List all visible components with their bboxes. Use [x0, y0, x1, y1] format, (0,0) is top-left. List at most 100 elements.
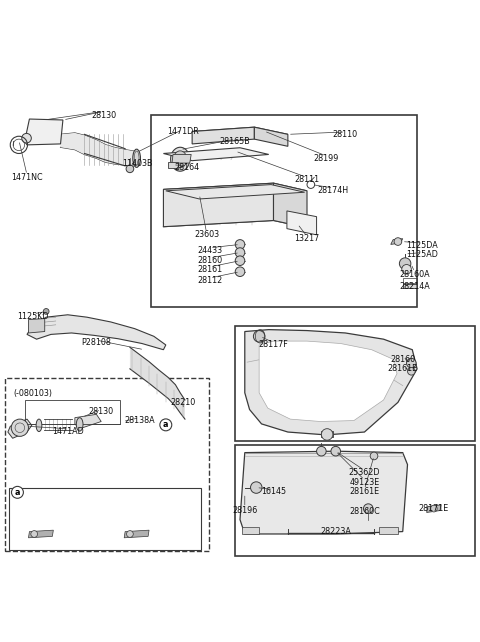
Circle shape	[370, 452, 378, 460]
Circle shape	[431, 505, 437, 512]
Polygon shape	[24, 119, 63, 145]
Circle shape	[127, 531, 133, 537]
Circle shape	[126, 165, 134, 173]
Polygon shape	[391, 239, 403, 245]
Text: 23603: 23603	[194, 230, 219, 239]
Polygon shape	[192, 127, 254, 144]
Text: 28160C: 28160C	[349, 507, 380, 516]
Polygon shape	[379, 527, 398, 534]
Polygon shape	[427, 505, 441, 512]
Text: 13217: 13217	[294, 234, 320, 243]
Circle shape	[235, 239, 245, 249]
Polygon shape	[28, 318, 45, 333]
Text: 28110: 28110	[333, 130, 358, 139]
Polygon shape	[403, 284, 417, 288]
Polygon shape	[172, 155, 191, 163]
Polygon shape	[245, 329, 417, 435]
Circle shape	[407, 358, 416, 368]
Text: 28161E: 28161E	[349, 487, 380, 496]
Text: 1125DA: 1125DA	[406, 241, 438, 250]
Circle shape	[331, 446, 340, 456]
Text: a: a	[15, 488, 20, 497]
Text: 49123E: 49123E	[349, 478, 380, 487]
Text: 28112: 28112	[197, 276, 222, 285]
Text: 28160A: 28160A	[399, 270, 430, 279]
Polygon shape	[192, 127, 288, 139]
Text: 1125AD: 1125AD	[406, 250, 438, 259]
Text: (A/T): (A/T)	[35, 509, 53, 516]
Bar	[152, 115, 417, 307]
Circle shape	[363, 504, 373, 514]
Circle shape	[235, 256, 245, 266]
Circle shape	[235, 248, 245, 257]
Text: 28214A: 28214A	[399, 282, 430, 291]
Text: 16145: 16145	[261, 487, 286, 496]
Text: 28196: 28196	[232, 505, 257, 514]
Text: 28138A: 28138A	[124, 415, 155, 424]
Text: 28130: 28130	[91, 110, 116, 119]
Text: 1125KD: 1125KD	[17, 312, 49, 321]
Polygon shape	[8, 419, 32, 438]
Text: 11403B: 11403B	[122, 159, 152, 168]
Circle shape	[31, 531, 37, 537]
Circle shape	[253, 331, 265, 342]
Ellipse shape	[76, 418, 83, 431]
Polygon shape	[124, 530, 149, 538]
Text: 28174H: 28174H	[318, 186, 349, 195]
Text: 28117F: 28117F	[259, 340, 288, 349]
Bar	[5, 378, 209, 551]
Polygon shape	[28, 530, 53, 538]
Text: (M/T): (M/T)	[140, 509, 158, 516]
Bar	[24, 400, 120, 424]
Ellipse shape	[170, 147, 190, 171]
Polygon shape	[274, 183, 307, 228]
Text: 28160: 28160	[390, 355, 415, 364]
Circle shape	[251, 482, 262, 493]
Text: a: a	[163, 421, 168, 429]
Text: P28108: P28108	[82, 338, 111, 347]
Text: 1471DR: 1471DR	[167, 128, 198, 137]
Polygon shape	[242, 527, 259, 534]
Polygon shape	[259, 341, 397, 422]
Circle shape	[43, 309, 49, 315]
Circle shape	[408, 367, 415, 375]
Text: 28165B: 28165B	[220, 137, 251, 146]
Polygon shape	[130, 347, 185, 419]
Text: 28199: 28199	[313, 154, 339, 163]
Circle shape	[317, 446, 326, 456]
Text: 28164: 28164	[175, 163, 200, 172]
Text: 24433: 24433	[197, 246, 222, 255]
Ellipse shape	[173, 151, 187, 168]
Text: (-080103): (-080103)	[14, 389, 53, 398]
Circle shape	[235, 267, 245, 277]
Ellipse shape	[36, 419, 42, 431]
Text: 28161E: 28161E	[388, 365, 418, 374]
Polygon shape	[163, 148, 269, 160]
Polygon shape	[240, 451, 408, 534]
Text: 28160: 28160	[197, 256, 222, 265]
Polygon shape	[60, 133, 134, 166]
Text: 28130: 28130	[89, 408, 114, 417]
Text: 28223A: 28223A	[320, 527, 351, 536]
Polygon shape	[254, 127, 288, 146]
Bar	[9, 487, 201, 550]
Text: 28210: 28210	[170, 398, 195, 407]
Text: 1471NC: 1471NC	[11, 173, 43, 182]
Ellipse shape	[133, 149, 141, 168]
Text: 28171E: 28171E	[419, 504, 449, 513]
Polygon shape	[166, 185, 305, 199]
Polygon shape	[163, 183, 307, 198]
Circle shape	[22, 134, 31, 143]
Polygon shape	[322, 431, 333, 437]
Polygon shape	[75, 414, 101, 429]
Text: 25362D: 25362D	[348, 468, 380, 477]
Circle shape	[402, 265, 411, 274]
Bar	[235, 446, 475, 555]
Polygon shape	[163, 183, 274, 227]
Polygon shape	[27, 315, 166, 350]
Circle shape	[394, 238, 402, 245]
Circle shape	[322, 429, 333, 440]
Text: 1471AD: 1471AD	[52, 426, 84, 435]
Bar	[235, 325, 475, 440]
Circle shape	[11, 419, 28, 437]
